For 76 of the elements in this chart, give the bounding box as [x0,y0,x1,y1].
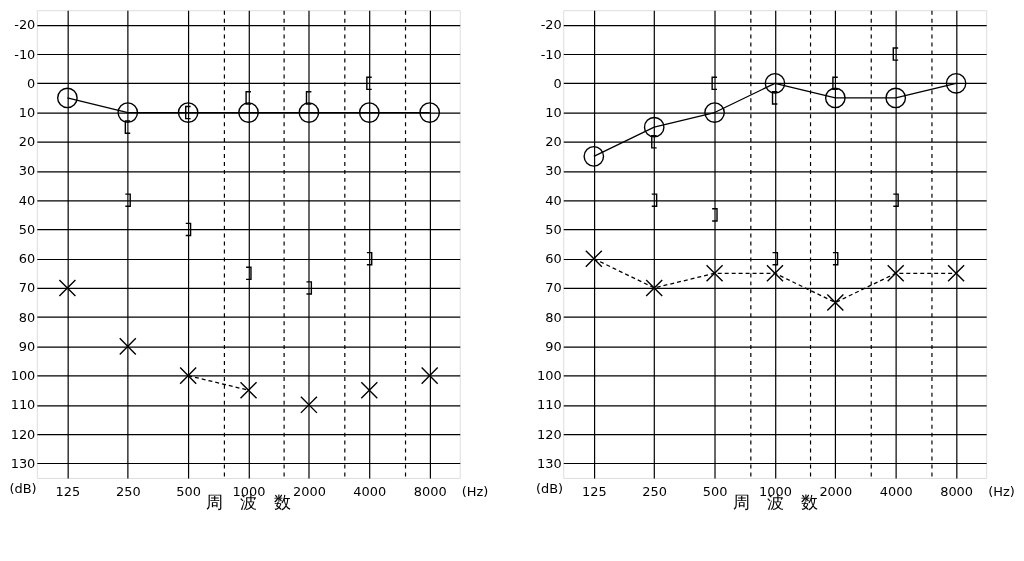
y-axis-title: (dB) [535,481,564,497]
y-tick-label: 60 [545,251,562,267]
y-tick-label: -20 [14,17,36,33]
point [826,293,845,312]
point [766,264,784,283]
point [643,116,665,138]
point [179,366,197,385]
point [887,264,905,283]
x-tick-label: 8000 [940,484,974,500]
y-tick-label: 30 [18,163,36,179]
y-tick-label: 130 [10,455,36,471]
point [119,337,137,356]
x-tick-label: 125 [55,484,81,500]
y-tick-label: 80 [545,309,562,325]
y-tick-label: 10 [545,105,562,120]
y-tick-label: -20 [540,17,562,33]
point [239,381,258,399]
point [177,102,199,123]
text: (Hz) [988,483,1015,499]
y-tick-label: 90 [545,338,562,354]
y-tick-label: 80 [18,309,36,325]
x-tick-label: 250 [115,484,141,500]
y-tick-label: -10 [14,46,36,62]
x-tick-label: 4000 [879,484,913,500]
y-tick-label: 110 [10,397,36,413]
y-tick-label: 90 [18,338,36,354]
point [58,279,77,297]
x-tick-label: 500 [702,484,728,500]
y-tick-label: 50 [545,221,562,237]
point [645,279,663,297]
text: (Hz) [461,483,489,499]
y-tick-label: 50 [18,221,36,237]
x-tick-label: 250 [642,484,668,500]
y-tick-label: 110 [537,397,562,413]
point [945,72,967,94]
x-tick-label: 500 [176,484,201,500]
point [704,102,725,123]
y-tick-label: 60 [18,251,36,267]
y-tick-label: 120 [537,426,562,442]
y-tick-label: 20 [545,134,562,150]
point [764,72,786,94]
y-tick-label: 100 [10,368,36,384]
x-tick-label: 8000 [413,484,447,500]
y-tick-label: 20 [18,134,36,150]
y-tick-label: 40 [545,192,562,208]
y-tick-label: 40 [18,192,36,208]
y-tick-label: 0 [553,75,562,91]
point [585,249,603,268]
x-tick-label: 2000 [292,484,326,500]
x-tick-label: 4000 [353,484,387,500]
x-tick-label: 125 [581,484,607,500]
point [117,102,139,123]
point [300,396,318,414]
point [885,87,907,109]
point [419,102,441,123]
point [583,145,605,167]
y-tick-label: 100 [537,368,562,384]
point [705,264,724,283]
y-tick-label: 10 [18,105,36,120]
y-tick-label: 70 [18,280,36,296]
y-tick-label: 130 [537,455,562,471]
y-tick-label: 120 [10,426,36,442]
point [824,87,846,109]
point [298,102,320,123]
point [358,102,380,123]
y-tick-label: 30 [545,163,562,179]
point [420,366,439,385]
point [360,381,379,399]
y-axis-title: (dB) [9,481,37,497]
y-tick-label: -10 [540,46,562,62]
point [947,264,965,283]
y-tick-label: 0 [27,75,36,91]
y-tick-label: 70 [545,280,562,296]
point [56,87,78,109]
point [238,102,259,123]
x-tick-label: 2000 [819,484,853,500]
